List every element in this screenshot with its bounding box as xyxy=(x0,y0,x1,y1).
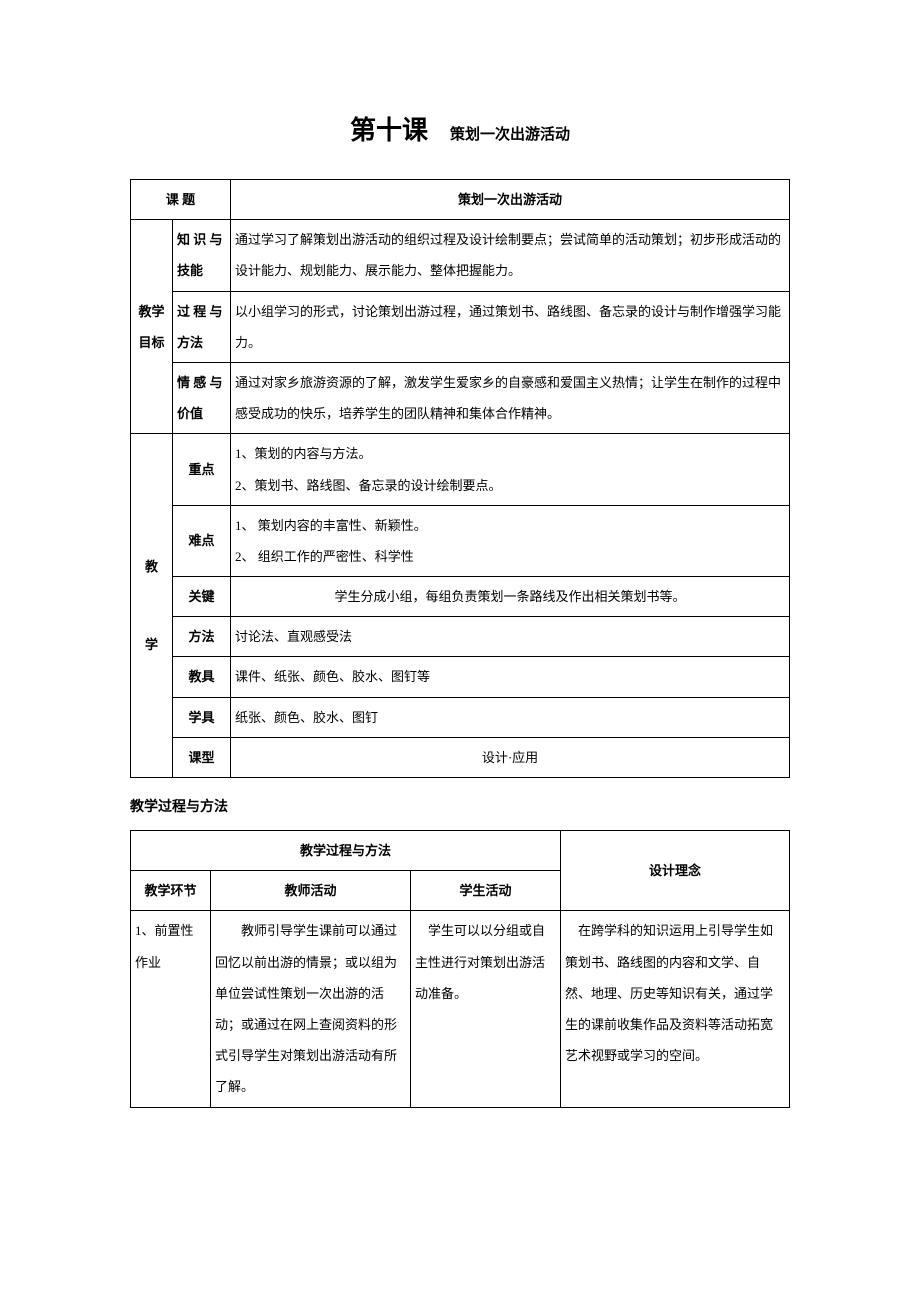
student-subheader: 学生活动 xyxy=(411,871,561,911)
page-title-line: 第十课 策划一次出游活动 xyxy=(130,110,790,147)
document-page: 第十课 策划一次出游活动 课 题 策划一次出游活动 教学 目标 知 识 与 技能… xyxy=(0,0,920,1168)
process-method-table: 教学过程与方法 设计理念 教学环节 教师活动 学生活动 1、前置性作业 教师引导… xyxy=(130,830,790,1108)
process-header: 教学过程与方法 xyxy=(131,831,561,871)
row1-student: 学生可以以分组或自主性进行对策划出游活动准备。 xyxy=(411,911,561,1107)
row1-idea: 在跨学科的知识运用上引导学生如策划书、路线图的内容和文学、自然、地理、历史等知识… xyxy=(561,911,790,1107)
section-heading: 教学过程与方法 xyxy=(130,796,790,816)
goal-emotion-text: 通过对家乡旅游资源的了解，激发学生爱家乡的自豪感和爱国主义热情；让学生在制作的过… xyxy=(231,362,790,433)
title-sub: 策划一次出游活动 xyxy=(450,127,570,143)
topic-value: 策划一次出游活动 xyxy=(231,180,790,220)
method-label: 方法 xyxy=(173,617,231,657)
goal-knowledge-text: 通过学习了解策划出游活动的组织过程及设计绘制要点；尝试简单的活动策划；初步形成活… xyxy=(231,220,790,291)
stage-subheader: 教学环节 xyxy=(131,871,211,911)
goal-emotion-label: 情 感 与 价值 xyxy=(173,362,231,433)
keypoint-label: 重点 xyxy=(173,434,231,505)
classtype-text: 设计·应用 xyxy=(231,737,790,777)
method-text: 讨论法、直观感受法 xyxy=(231,617,790,657)
difficulty-label: 难点 xyxy=(173,505,231,576)
teachtool-text: 课件、纸张、颜色、胶水、图钉等 xyxy=(231,657,790,697)
idea-header: 设计理念 xyxy=(561,831,790,911)
learntool-label: 学具 xyxy=(173,697,231,737)
goal-knowledge-label: 知 识 与 技能 xyxy=(173,220,231,291)
key-text: 学生分成小组，每组负责策划一条路线及作出相关策划书等。 xyxy=(231,577,790,617)
learntool-text: 纸张、颜色、胶水、图钉 xyxy=(231,697,790,737)
difficulty-text: 1、 策划内容的丰富性、新颖性。 2、 组织工作的严密性、科学性 xyxy=(231,505,790,576)
teacher-subheader: 教师活动 xyxy=(211,871,411,911)
row1-teacher: 教师引导学生课前可以通过回忆以前出游的情景；或以组为单位尝试性策划一次出游的活动… xyxy=(211,911,411,1107)
teaching-group-label: 教 学 xyxy=(131,434,173,778)
goals-group-label: 教学 目标 xyxy=(131,220,173,434)
classtype-label: 课型 xyxy=(173,737,231,777)
key-label: 关键 xyxy=(173,577,231,617)
row1-stage: 1、前置性作业 xyxy=(131,911,211,1107)
keypoint-text: 1、策划的内容与方法。 2、策划书、路线图、备忘录的设计绘制要点。 xyxy=(231,434,790,505)
topic-label: 课 题 xyxy=(131,180,231,220)
goal-process-text: 以小组学习的形式，讨论策划出游过程，通过策划书、路线图、备忘录的设计与制作增强学… xyxy=(231,291,790,362)
lesson-info-table: 课 题 策划一次出游活动 教学 目标 知 识 与 技能 通过学习了解策划出游活动… xyxy=(130,179,790,778)
title-main: 第十课 xyxy=(350,116,428,145)
teachtool-label: 教具 xyxy=(173,657,231,697)
goal-process-label: 过 程 与 方法 xyxy=(173,291,231,362)
